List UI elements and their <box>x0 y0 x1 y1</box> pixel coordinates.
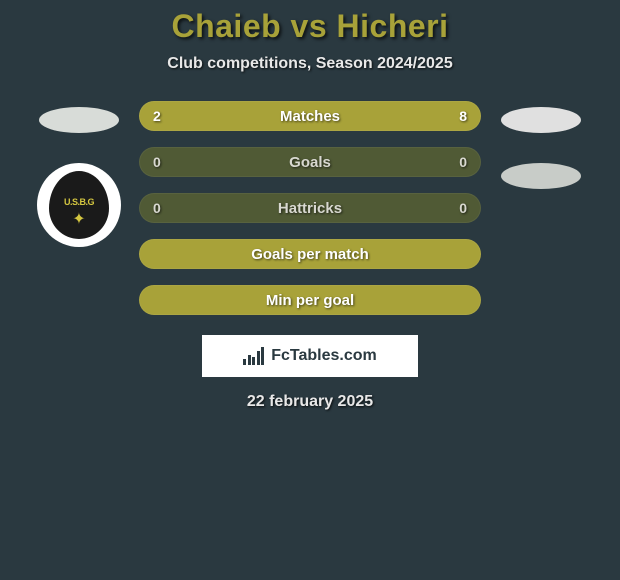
subtitle: Club competitions, Season 2024/2025 <box>167 55 452 73</box>
stat-bar: 28Matches <box>139 101 481 131</box>
stat-bars: 28Matches 00Goals 00Hattricks Goals per mat… <box>139 101 481 315</box>
right-team-oval-2 <box>501 163 581 189</box>
watermark-text: FcTables.com <box>271 347 377 365</box>
right-column <box>495 101 587 189</box>
badge-label: U.S.B.G <box>64 197 94 207</box>
stat-bar-label: Min per goal <box>139 292 481 309</box>
badge-shield-icon: U.S.B.G ✦ <box>49 171 109 239</box>
page-title: Chaieb vs Hicheri <box>171 8 448 45</box>
stat-bar: Goals per match <box>139 239 481 269</box>
stat-bar: 00Goals <box>139 147 481 177</box>
stat-bar-label: Matches <box>139 108 481 125</box>
stat-bar: Min per goal <box>139 285 481 315</box>
date-text: 22 february 2025 <box>247 393 373 411</box>
left-team-badge: U.S.B.G ✦ <box>37 163 121 247</box>
stat-bar-label: Hattricks <box>139 200 481 217</box>
stat-bar-label: Goals per match <box>139 246 481 263</box>
stat-bar-label: Goals <box>139 154 481 171</box>
watermark: FcTables.com <box>202 335 418 377</box>
badge-emblem-icon: ✦ <box>72 209 85 229</box>
stats-area: U.S.B.G ✦ 28Matches 00Goals 00Hattricks Goa… <box>0 101 620 315</box>
stat-bar: 00Hattricks <box>139 193 481 223</box>
left-column: U.S.B.G ✦ <box>33 101 125 247</box>
bar-chart-icon <box>243 347 264 365</box>
left-team-oval <box>39 107 119 133</box>
right-team-oval-1 <box>501 107 581 133</box>
